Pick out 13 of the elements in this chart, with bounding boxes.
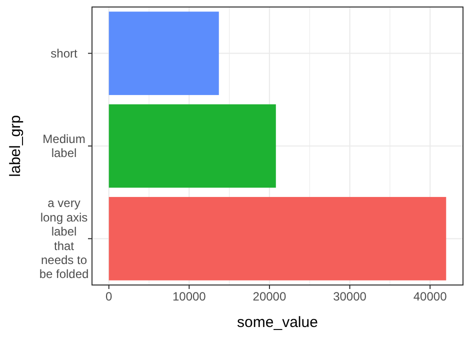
x-tick-label: 40000 — [413, 290, 448, 304]
x-tick-label: 30000 — [333, 290, 367, 304]
y-tick-label: short — [50, 46, 78, 60]
x-tick-label: 10000 — [172, 290, 206, 304]
x-axis-title: some_value — [237, 314, 318, 331]
y-tick-label: a very long axis label that needs to be folded — [39, 196, 89, 282]
x-tick-label: 0 — [106, 290, 113, 304]
bar — [108, 104, 276, 188]
bar — [108, 196, 446, 280]
y-tick-label: Medium label — [42, 132, 86, 160]
x-tick-label: 20000 — [252, 290, 286, 304]
bar — [108, 12, 219, 96]
y-axis-title: label_grp — [7, 115, 24, 177]
